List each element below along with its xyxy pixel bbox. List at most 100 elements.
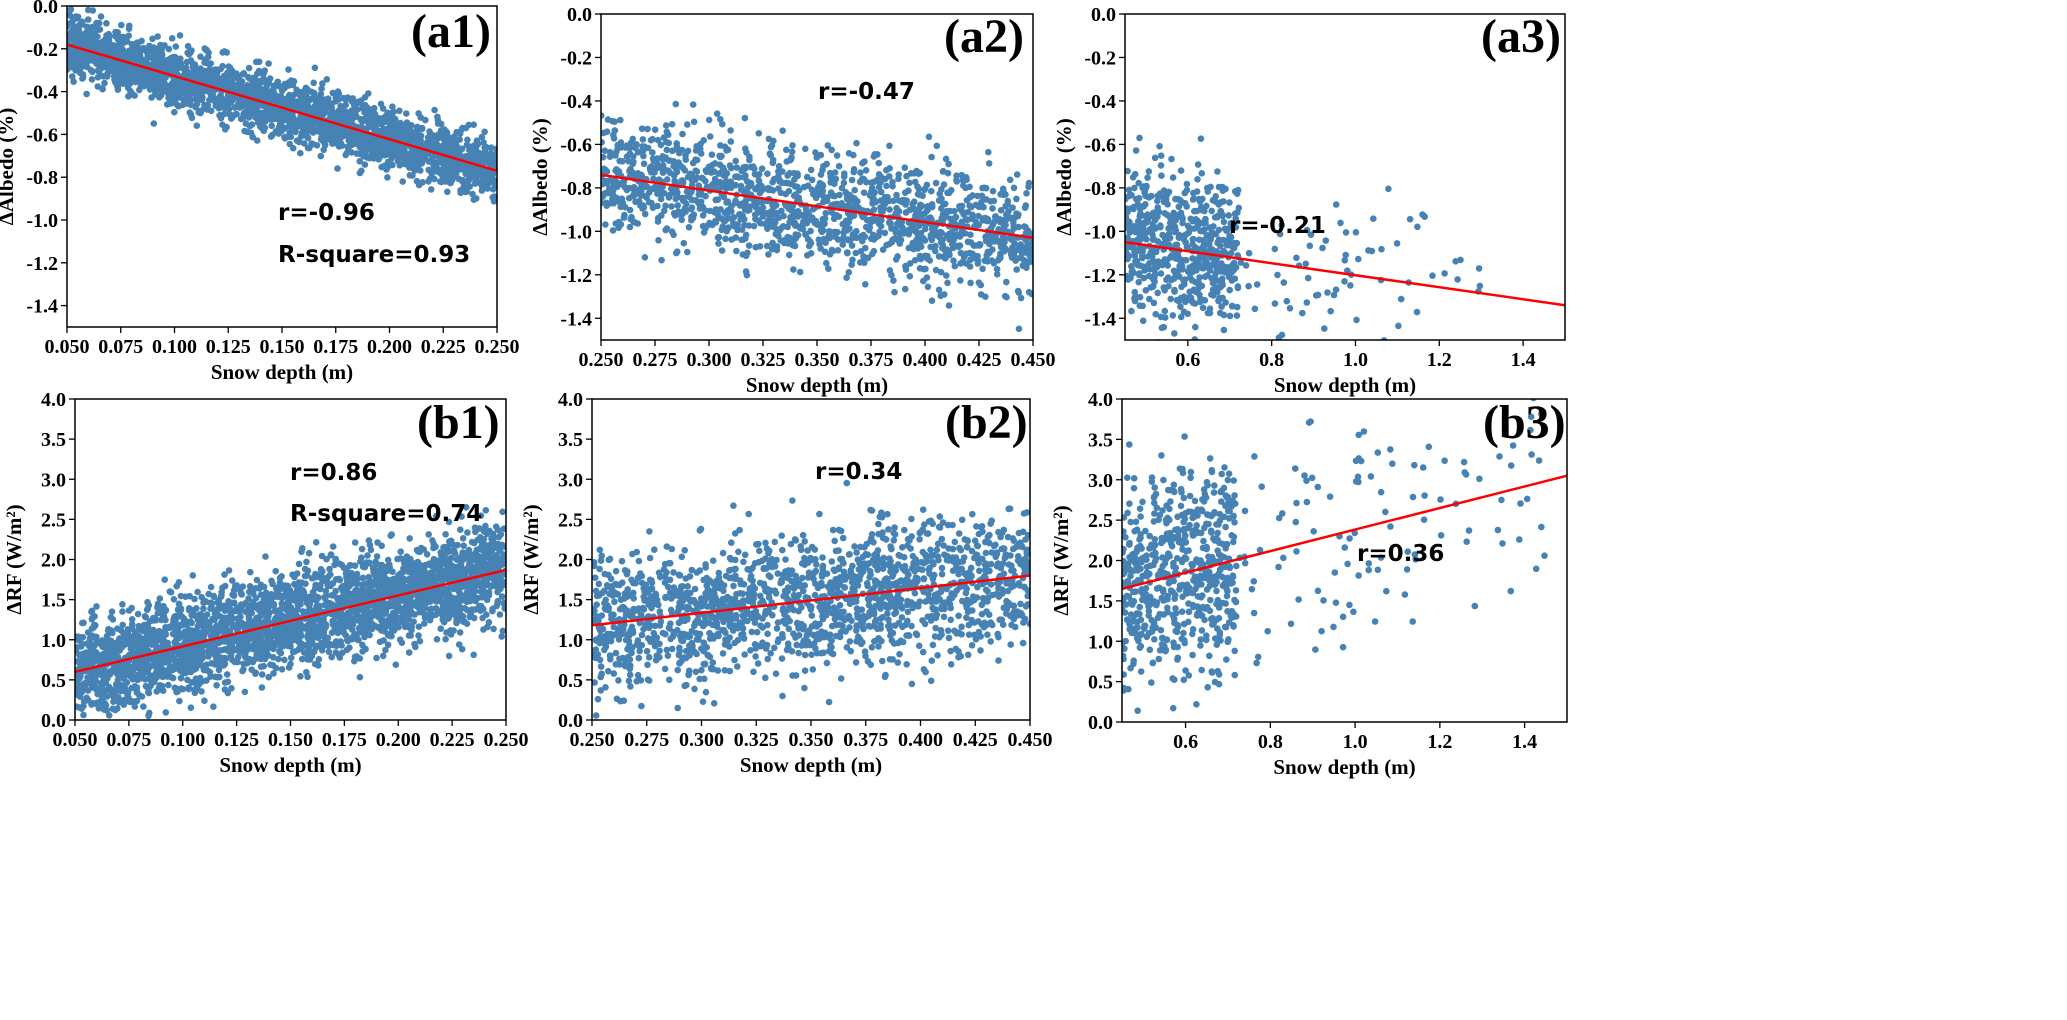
data-point: [1161, 256, 1169, 263]
data-point: [796, 268, 804, 276]
data-point: [993, 271, 1001, 278]
data-point: [278, 127, 285, 135]
data-point: [742, 268, 750, 275]
data-point: [474, 141, 482, 148]
data-point: [220, 110, 228, 118]
data-point: [235, 76, 243, 84]
data-point: [775, 163, 783, 170]
data-point: [1021, 223, 1028, 230]
data-point: [1286, 305, 1294, 312]
data-point: [666, 157, 674, 164]
data-point: [685, 224, 693, 231]
data-point: [118, 21, 125, 29]
y-tick-label: -1.0: [1084, 221, 1116, 243]
data-point: [951, 262, 959, 270]
x-tick-label: 0.175: [313, 336, 358, 358]
data-point: [321, 107, 328, 115]
data-point: [822, 209, 830, 217]
data-point: [711, 160, 719, 167]
data-point: [299, 96, 306, 104]
data-point: [376, 119, 384, 127]
data-point: [419, 179, 426, 186]
data-point: [921, 210, 928, 217]
data-point: [1312, 292, 1320, 299]
data-point: [846, 212, 854, 219]
scatter-panel: 0.250 0.275 0.300 0.325 0.350 0.375 0.400 0.425…: [528, 4, 1056, 397]
data-point: [938, 215, 945, 222]
data-point: [1378, 245, 1385, 253]
data-point: [245, 64, 253, 72]
data-point: [632, 171, 640, 178]
data-point: [1135, 179, 1142, 187]
data-point: [969, 250, 976, 258]
data-point: [813, 154, 821, 161]
data-point: [765, 251, 772, 258]
data-point: [310, 79, 318, 87]
data-point: [1177, 303, 1184, 311]
data-point: [417, 137, 425, 144]
data-point: [899, 224, 906, 232]
data-point: [224, 92, 232, 99]
data-point: [215, 94, 222, 102]
data-point: [1232, 224, 1240, 231]
fit-line: [601, 173, 1033, 240]
data-point: [900, 230, 907, 237]
data-point: [705, 116, 713, 124]
data-point: [376, 127, 383, 135]
data-point: [1441, 270, 1448, 277]
data-point: [152, 57, 160, 65]
data-point: [602, 221, 609, 228]
data-point: [706, 207, 714, 215]
data-point: [1139, 254, 1146, 262]
data-point: [318, 85, 325, 92]
data-point: [67, 6, 75, 13]
data-point: [131, 68, 139, 76]
data-point: [1274, 271, 1281, 279]
data-point: [1454, 276, 1461, 283]
data-point: [233, 86, 241, 93]
data-point: [981, 184, 988, 192]
data-point: [1183, 186, 1191, 194]
data-point: [204, 60, 212, 67]
data-point: [716, 214, 723, 222]
data-point: [1199, 304, 1207, 312]
data-point: [975, 212, 982, 220]
data-point: [265, 60, 272, 67]
data-point: [788, 154, 795, 161]
data-point: [1135, 225, 1143, 233]
data-point: [755, 171, 763, 178]
data-point: [943, 207, 951, 215]
data-point: [348, 141, 356, 149]
data-point: [1196, 298, 1204, 306]
data-point: [447, 162, 455, 170]
data-point: [430, 132, 437, 139]
data-point: [843, 195, 851, 203]
data-point: [988, 235, 995, 243]
data-point: [439, 165, 447, 173]
data-point: [1010, 184, 1018, 192]
data-point: [962, 260, 970, 267]
data-point: [328, 108, 336, 116]
data-point: [1385, 185, 1392, 193]
data-point: [631, 219, 638, 226]
data-point: [1026, 251, 1033, 259]
data-point: [470, 196, 478, 203]
data-point: [1154, 197, 1161, 205]
data-point: [233, 110, 240, 118]
data-point: [720, 193, 728, 201]
data-point: [169, 62, 176, 70]
data-point: [881, 194, 889, 201]
data-point: [431, 175, 438, 183]
data-point: [342, 101, 350, 109]
data-point: [344, 149, 351, 156]
data-point: [367, 120, 374, 128]
data-point: [330, 123, 338, 130]
data-point: [203, 46, 210, 54]
data-point: [950, 237, 957, 244]
data-point: [409, 159, 417, 166]
data-point: [870, 206, 878, 213]
data-point: [663, 138, 670, 146]
data-point: [1177, 313, 1185, 321]
data-point: [935, 197, 943, 204]
data-point: [752, 243, 759, 251]
